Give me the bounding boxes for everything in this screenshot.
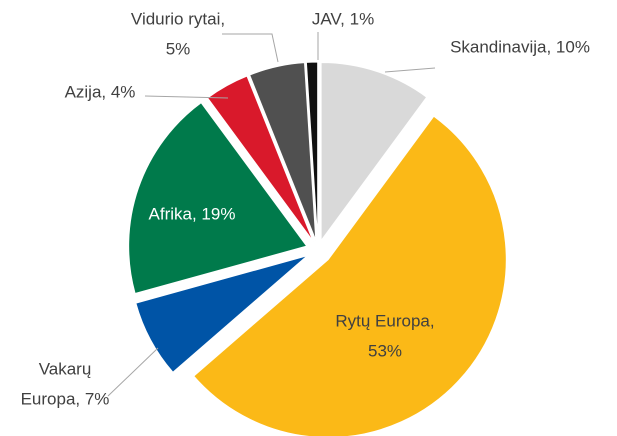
data-label: 53% bbox=[368, 341, 402, 360]
pie-slice bbox=[135, 255, 308, 373]
data-label: Vidurio rytai, bbox=[131, 9, 225, 28]
pie-slice bbox=[305, 61, 319, 241]
data-label: Skandinavija, 10% bbox=[450, 37, 590, 56]
data-label: Europa, 7% bbox=[21, 389, 110, 408]
leader-line bbox=[222, 33, 279, 63]
pie-slice bbox=[320, 61, 428, 243]
data-label: Afrika, 19% bbox=[149, 204, 236, 223]
data-label: Azija, 4% bbox=[65, 82, 136, 101]
leader-line bbox=[144, 95, 229, 99]
pie-slice bbox=[248, 62, 317, 241]
data-label: 5% bbox=[166, 39, 191, 58]
data-label: Vakarų bbox=[39, 359, 92, 378]
pie-slice bbox=[128, 102, 308, 295]
data-label: JAV, 1% bbox=[312, 9, 374, 28]
leader-line bbox=[384, 67, 436, 73]
leader-line bbox=[107, 347, 159, 397]
pie-slice bbox=[193, 115, 507, 436]
data-label: Rytų Europa, bbox=[335, 311, 434, 330]
